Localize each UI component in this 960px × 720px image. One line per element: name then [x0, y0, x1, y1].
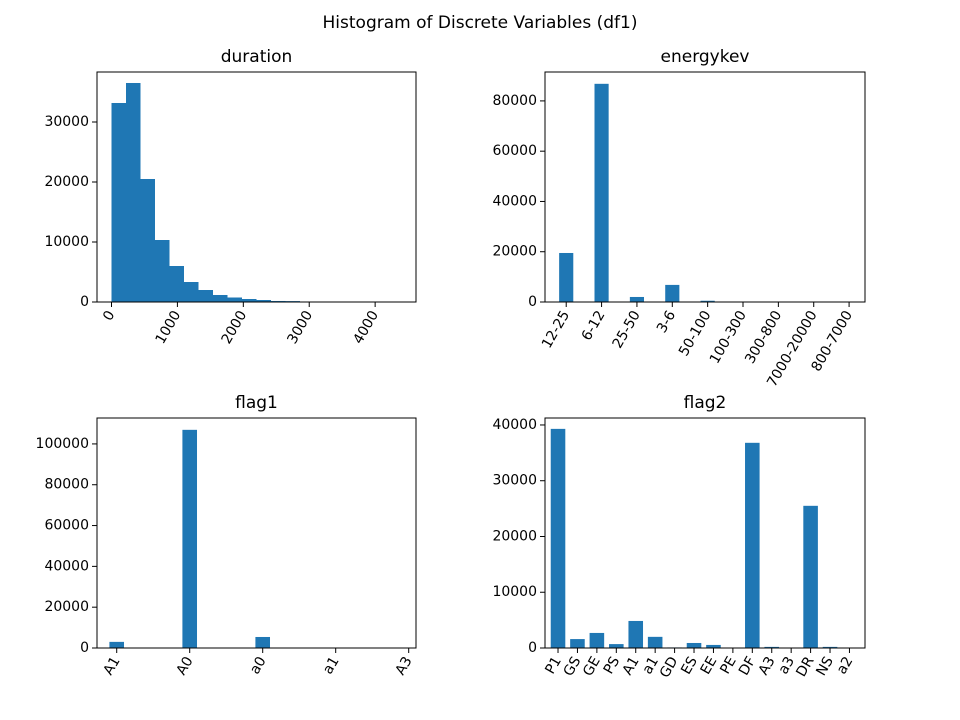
y-tick-label: 30000 — [44, 114, 89, 130]
y-tick-label: 10000 — [44, 234, 89, 250]
bar — [559, 252, 574, 302]
y-tick-label: 40000 — [44, 558, 89, 574]
bar — [271, 300, 286, 302]
bar — [665, 284, 680, 302]
subplot-title: flag1 — [235, 393, 278, 413]
bar — [126, 82, 141, 302]
x-tick-label: P1 — [542, 654, 565, 677]
x-tick-label: PE — [717, 654, 740, 677]
x-tick-label: a3 — [775, 654, 798, 677]
bar — [686, 642, 702, 648]
y-tick-label: 0 — [80, 640, 89, 656]
y-tick-label: 40000 — [492, 193, 537, 209]
bar — [169, 265, 184, 302]
bar — [213, 294, 228, 302]
bar — [803, 505, 818, 648]
y-tick-label: 80000 — [44, 477, 89, 493]
bar — [155, 240, 170, 302]
bar — [109, 641, 125, 648]
y-tick-label: 20000 — [44, 174, 89, 190]
y-tick-label: 60000 — [492, 143, 537, 159]
y-tick-label: 30000 — [492, 473, 537, 489]
bar — [184, 282, 199, 302]
x-tick-label: EE — [698, 654, 721, 677]
y-tick-label: 100000 — [36, 436, 89, 452]
bar — [628, 620, 644, 648]
bar — [140, 178, 155, 302]
bar — [242, 298, 257, 302]
axes-frame — [96, 417, 417, 649]
y-tick-label: 40000 — [492, 417, 537, 433]
bar — [609, 644, 624, 648]
x-tick-label: a1 — [639, 654, 662, 677]
bar — [745, 442, 760, 648]
x-tick-label: a2 — [834, 654, 857, 677]
x-tick-label: a1 — [320, 654, 343, 677]
bar — [255, 636, 271, 648]
bar — [570, 639, 585, 648]
y-tick-label: 0 — [528, 640, 537, 656]
y-tick-label: 0 — [528, 294, 537, 310]
bar — [764, 646, 780, 648]
bar — [589, 632, 605, 648]
axes-frame — [544, 71, 866, 303]
figure-title: Histogram of Discrete Variables (df1) — [323, 13, 638, 33]
bar — [629, 296, 645, 302]
x-tick-label: a0 — [247, 654, 270, 677]
axes-frame — [96, 71, 417, 303]
subplot-title: flag2 — [684, 393, 727, 413]
bar — [182, 429, 198, 648]
bar — [594, 83, 609, 302]
bar — [700, 300, 715, 302]
y-tick-label: 20000 — [492, 244, 537, 260]
bar — [256, 300, 271, 302]
y-tick-label: 80000 — [492, 93, 537, 109]
y-tick-label: 20000 — [44, 599, 89, 615]
y-tick-label: 60000 — [44, 518, 89, 534]
axes-frame — [544, 417, 866, 649]
bar — [111, 102, 126, 302]
bar — [550, 428, 566, 648]
y-tick-label: 10000 — [492, 584, 537, 600]
bar — [822, 646, 838, 648]
x-tick-label: PS — [601, 654, 624, 677]
subplot-title: energykev — [661, 47, 750, 67]
bar — [647, 636, 663, 648]
bar — [706, 644, 721, 648]
x-tick-label: ES — [678, 654, 701, 677]
bar — [227, 297, 242, 302]
y-tick-label: 0 — [80, 294, 89, 310]
y-tick-label: 20000 — [492, 528, 537, 544]
subplot-title: duration — [221, 47, 293, 67]
bar — [198, 289, 213, 302]
